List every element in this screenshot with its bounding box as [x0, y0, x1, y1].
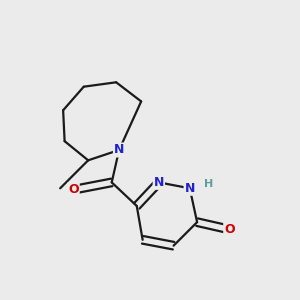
Text: O: O: [224, 223, 235, 236]
Text: O: O: [68, 183, 79, 196]
Text: N: N: [154, 176, 164, 189]
Text: N: N: [184, 182, 195, 195]
Text: N: N: [114, 143, 124, 157]
Text: H: H: [204, 179, 214, 189]
